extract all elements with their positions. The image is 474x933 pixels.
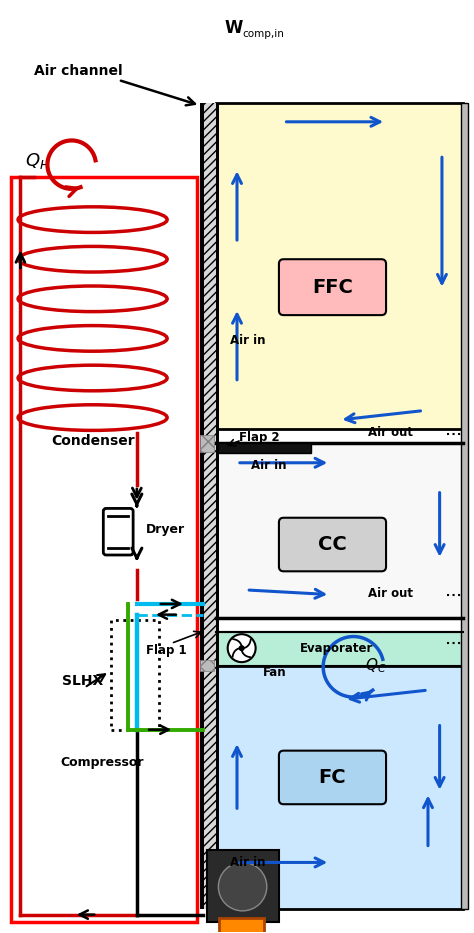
Bar — [216, 443, 463, 618]
Bar — [216, 104, 463, 429]
FancyBboxPatch shape — [279, 259, 386, 315]
Circle shape — [239, 646, 244, 650]
Bar — [203, 104, 216, 909]
Text: Air in: Air in — [230, 856, 265, 869]
Bar — [207, 850, 279, 922]
Text: SLHX: SLHX — [62, 674, 104, 688]
Text: $\mathbf{W}$: $\mathbf{W}$ — [224, 19, 244, 36]
Text: Flap 1: Flap 1 — [146, 644, 187, 657]
Bar — [216, 666, 463, 909]
Text: $Q_C$: $Q_C$ — [365, 657, 386, 675]
Text: Air out: Air out — [368, 426, 413, 439]
Text: Flap 2: Flap 2 — [239, 431, 280, 444]
Circle shape — [228, 634, 255, 662]
Text: FFC: FFC — [312, 278, 353, 297]
Text: Dryer: Dryer — [146, 522, 185, 536]
Text: Air in: Air in — [251, 459, 286, 472]
Bar — [11, 176, 197, 922]
Text: Air in: Air in — [230, 334, 265, 347]
Text: Compressor: Compressor — [60, 756, 144, 769]
Bar — [200, 661, 214, 671]
FancyBboxPatch shape — [103, 508, 133, 555]
Text: CC: CC — [318, 536, 347, 554]
FancyBboxPatch shape — [279, 751, 386, 804]
Bar — [218, 443, 311, 453]
Bar — [111, 620, 159, 730]
Text: $Q_H$: $Q_H$ — [25, 151, 50, 172]
Text: Air channel: Air channel — [34, 63, 123, 77]
Bar — [200, 435, 214, 452]
FancyBboxPatch shape — [279, 518, 386, 571]
Bar — [200, 104, 204, 909]
Text: comp,in: comp,in — [243, 29, 284, 39]
Text: Air out: Air out — [368, 587, 413, 600]
Text: Fan: Fan — [263, 666, 286, 679]
Bar — [216, 632, 463, 666]
Text: Evaporater: Evaporater — [300, 642, 373, 655]
Bar — [216, 104, 219, 909]
Text: Condenser: Condenser — [51, 434, 135, 448]
Bar — [219, 918, 264, 933]
Text: FC: FC — [319, 768, 346, 787]
Circle shape — [219, 862, 267, 911]
Bar — [461, 104, 467, 909]
